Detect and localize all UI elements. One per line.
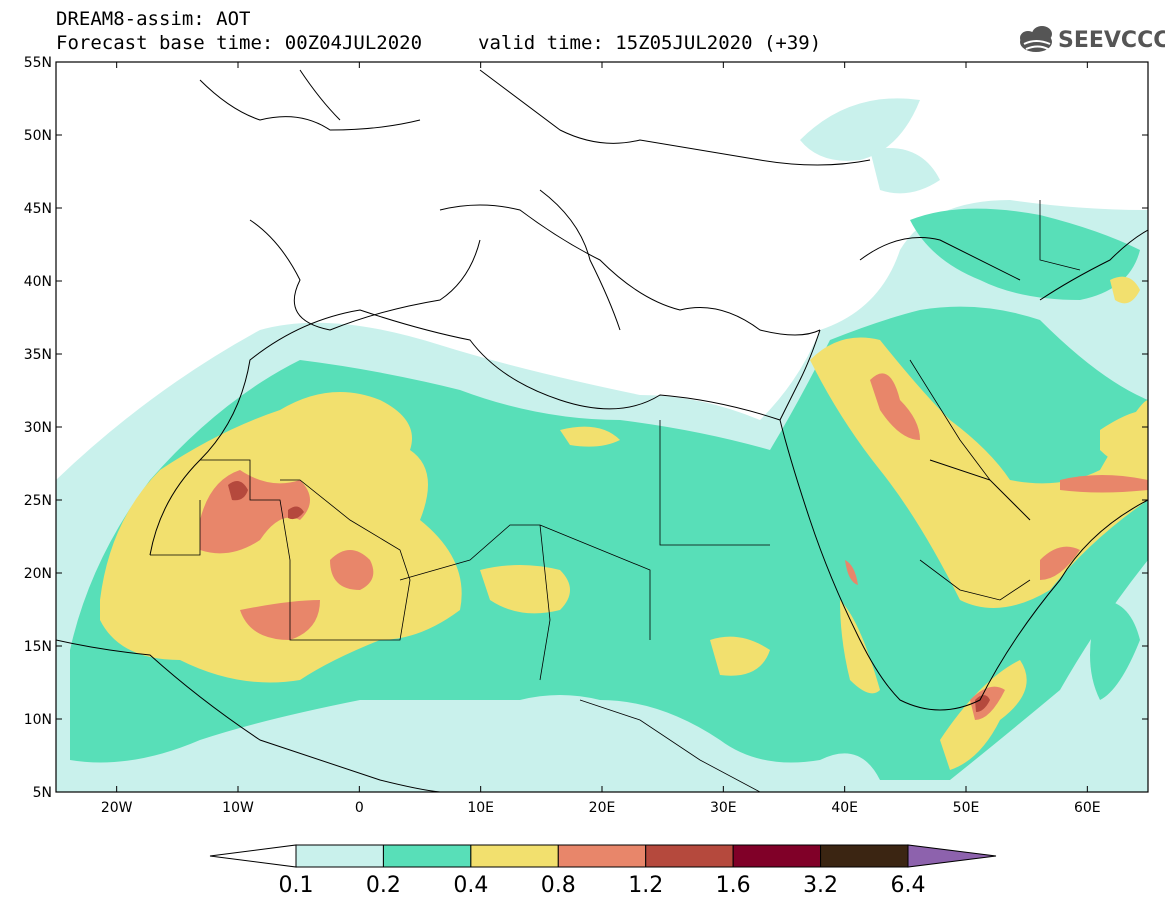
lon-label: 50E	[953, 800, 980, 816]
lon-label: 10E	[467, 800, 494, 816]
colorbar-segment	[295, 844, 384, 868]
aot-band-1.2-1.6	[228, 481, 990, 712]
aot-field	[56, 62, 1148, 792]
colorbar-tick-label: 3.2	[803, 873, 838, 898]
colorbar-tick-label: 0.4	[453, 873, 488, 898]
colorbar-arrow-high	[907, 844, 997, 868]
lon-label: 60E	[1074, 800, 1101, 816]
colorbar-tick-label: 6.4	[891, 873, 926, 898]
country-borders	[150, 200, 1081, 792]
lat-label: 20N	[24, 566, 52, 582]
coastlines	[56, 69, 1148, 792]
colorbar-arrow-low	[209, 844, 297, 868]
colorbar-segment	[382, 844, 472, 868]
latitude-axis: 55N 50N 45N 40N 35N 30N 25N 20N 15N 10N 5N	[24, 55, 1148, 801]
colorbar-tick-label: 1.6	[716, 873, 751, 898]
lat-label: 40N	[24, 274, 52, 290]
lat-label: 55N	[24, 55, 52, 71]
lat-label: 25N	[24, 493, 52, 509]
cloud-icon	[1020, 26, 1052, 52]
lon-label: 40E	[831, 800, 858, 816]
colorbar: 0.1 0.2 0.4 0.8 1.2 1.6 3.2 6.4	[209, 844, 997, 898]
colorbar-segment	[645, 844, 734, 868]
colorbar-segment	[557, 844, 647, 868]
lon-label: 0	[355, 800, 364, 816]
colorbar-tick-label: 0.1	[279, 873, 314, 898]
colorbar-segment	[732, 844, 822, 868]
lat-label: 45N	[24, 201, 52, 217]
lon-label: 30E	[710, 800, 737, 816]
lon-label: 20E	[589, 800, 616, 816]
colorbar-tick-label: 1.2	[628, 873, 663, 898]
lon-label: 20W	[101, 800, 133, 816]
lat-label: 5N	[33, 785, 52, 801]
colorbar-segment	[470, 844, 559, 868]
colorbar-segment	[820, 844, 909, 868]
lat-label: 50N	[24, 128, 52, 144]
lat-label: 30N	[24, 420, 52, 436]
colorbar-tick-label: 0.2	[366, 873, 401, 898]
lon-label: 10W	[222, 800, 254, 816]
lat-label: 10N	[24, 712, 52, 728]
colorbar-tick-label: 0.8	[541, 873, 576, 898]
map-title: DREAM8-assim: AOT	[56, 8, 251, 30]
forecast-base-time: Forecast base time: 00Z04JUL2020	[56, 32, 423, 54]
longitude-axis: 20W 10W 0 10E 20E 30E 40E 50E 60E	[101, 62, 1101, 816]
logo-text: SEEVCCC	[1058, 28, 1165, 53]
lat-label: 35N	[24, 347, 52, 363]
aot-band-0.8-1.2	[200, 373, 1148, 720]
lat-label: 15N	[24, 639, 52, 655]
valid-time: valid time: 15Z05JUL2020 (+39)	[478, 32, 822, 54]
